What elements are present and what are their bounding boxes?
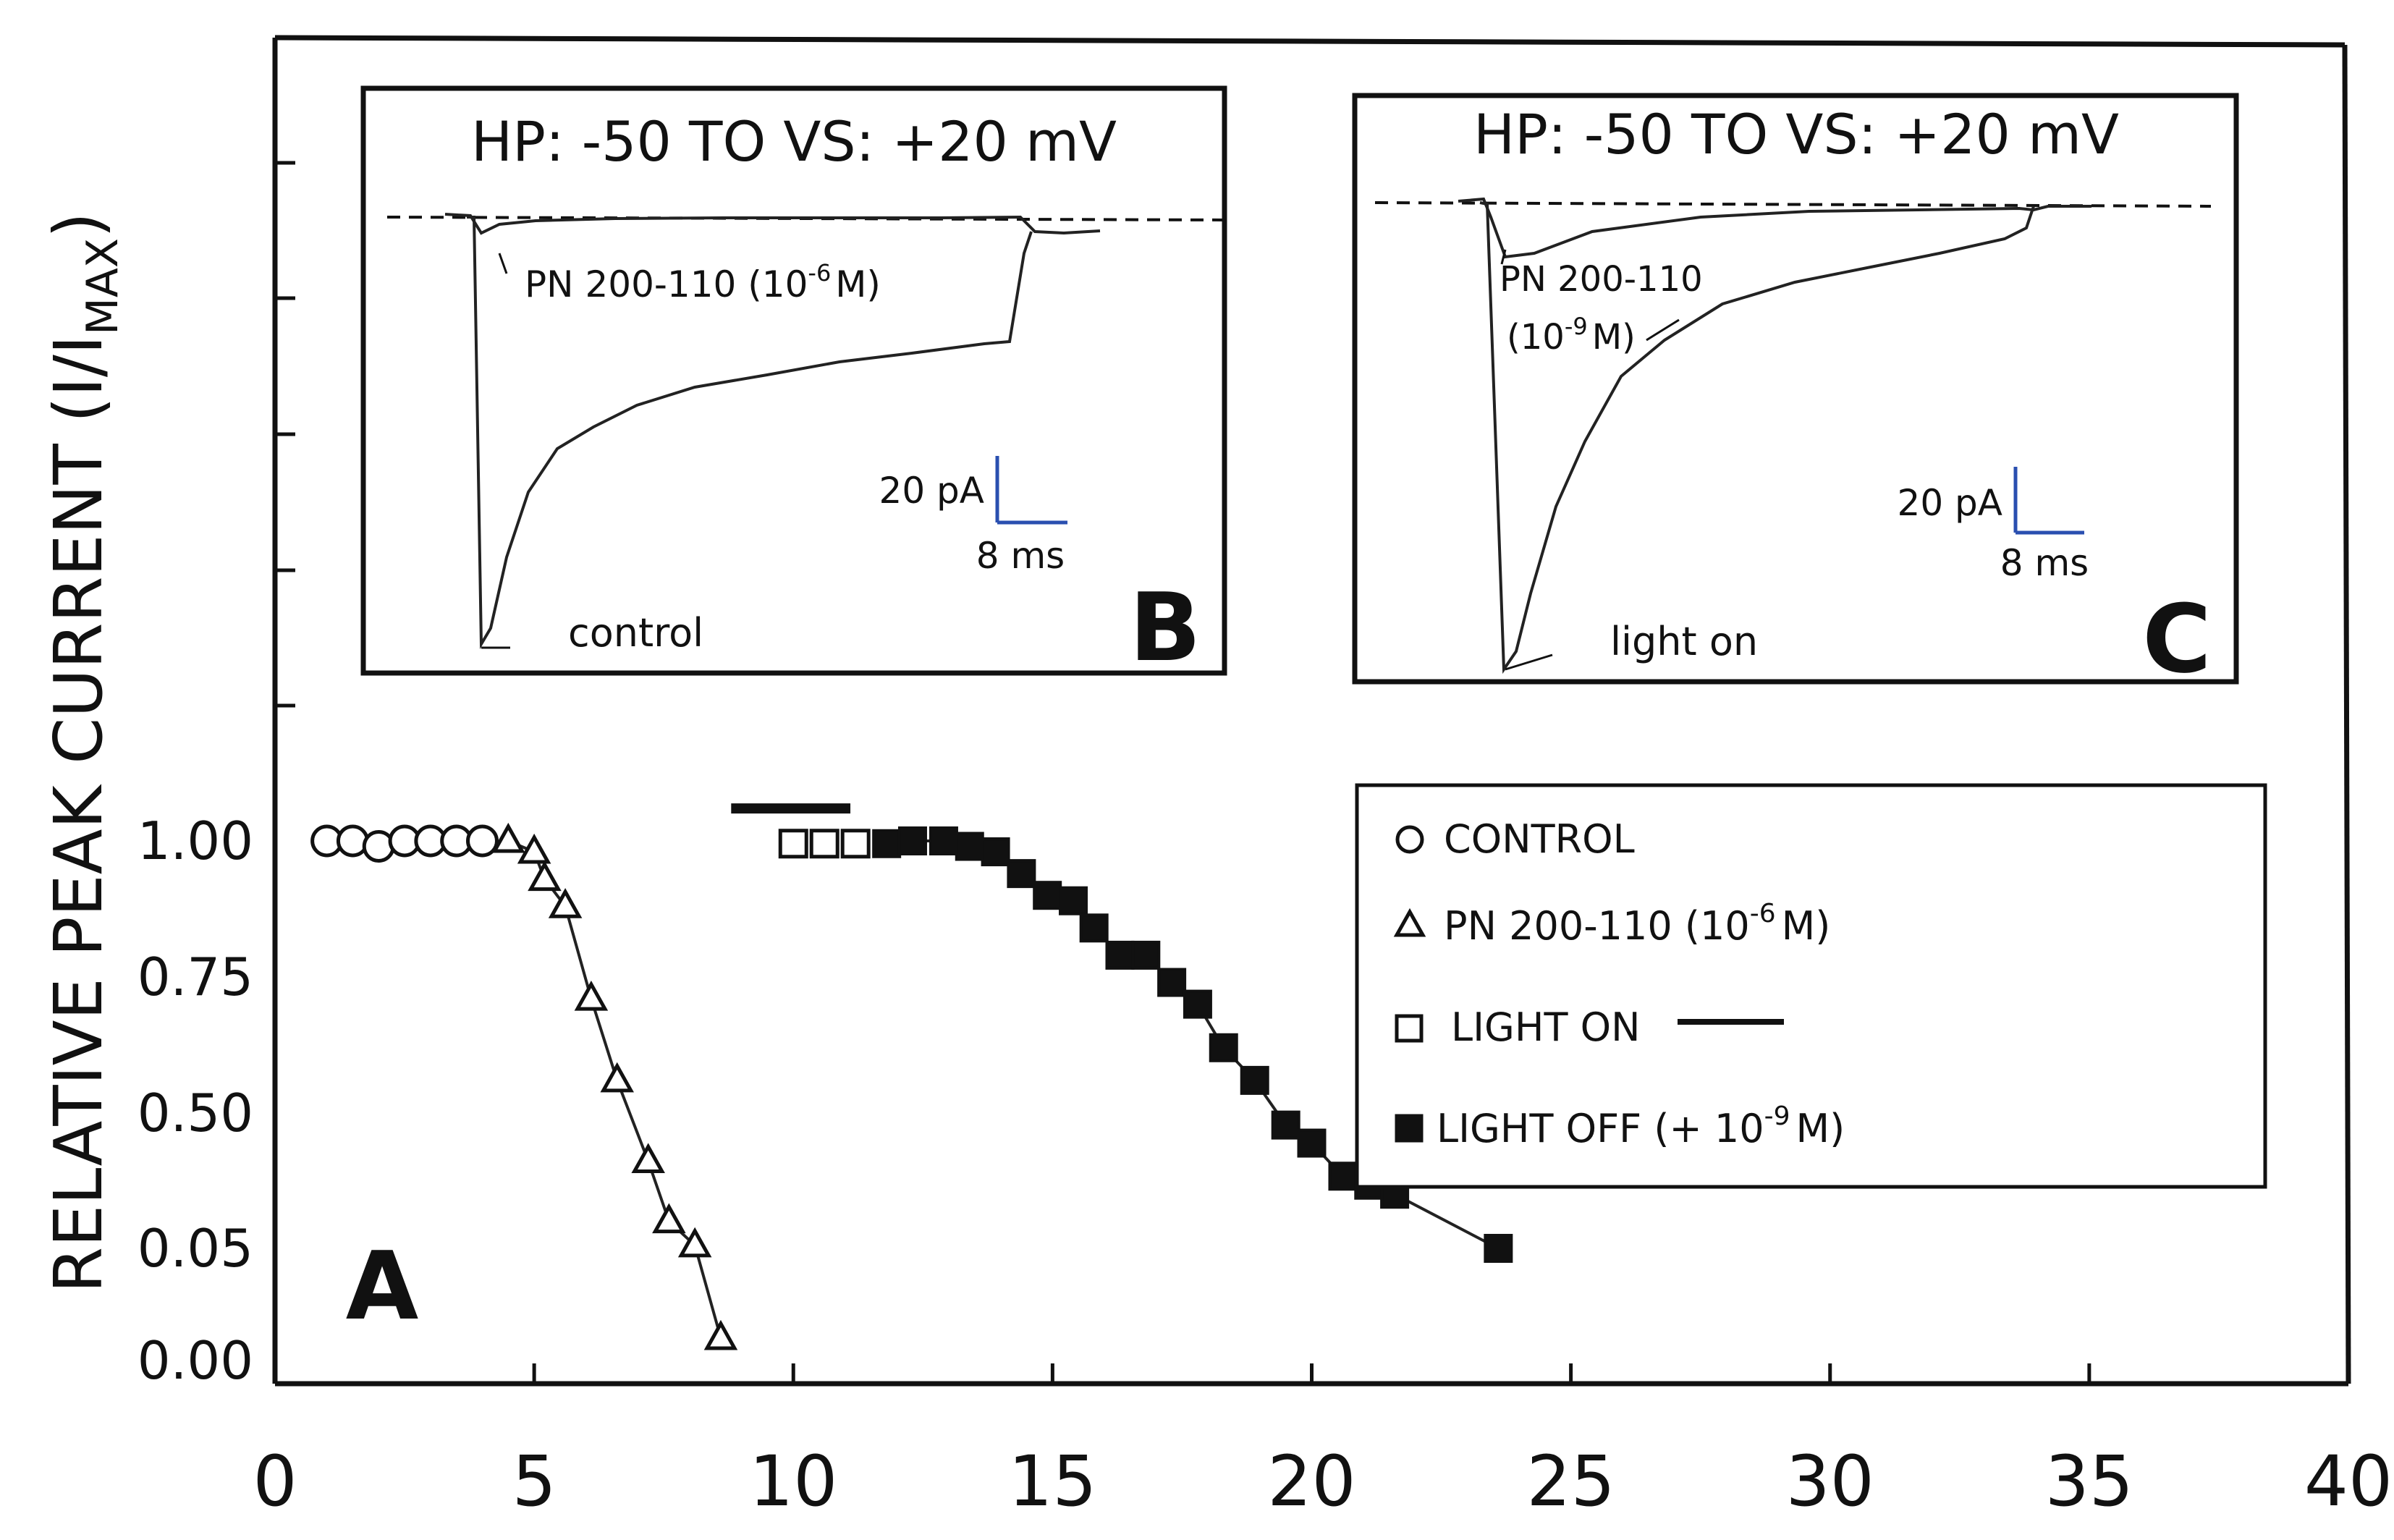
panel-label-c: C xyxy=(2142,584,2211,694)
inset-b-drug-pointer xyxy=(498,253,508,274)
inset-c-scale-current: 20 pA xyxy=(1898,482,2002,524)
data-point-light-off xyxy=(1033,881,1062,910)
x-tick-label: 35 xyxy=(2045,1441,2133,1522)
inset-b-drug-label: PN 200-110 (10-6 M) xyxy=(525,259,881,305)
data-point-pn xyxy=(491,822,525,853)
inset-b-scale-time: 8 ms xyxy=(976,535,1065,577)
data-point-light-off xyxy=(1240,1065,1269,1095)
inset-c-drug-label-pointer xyxy=(1646,318,1680,342)
inset-c-drug-label-line2: (10-9 M) xyxy=(1507,313,1636,358)
legend-square-icon xyxy=(1395,1014,1424,1043)
y-tick-label: 0.05 xyxy=(138,1218,253,1279)
y-tick-label: 0.50 xyxy=(138,1083,253,1143)
data-point-pn xyxy=(677,1227,712,1258)
data-point-light-off xyxy=(1105,940,1135,970)
inset-c-trace-label: light on xyxy=(1610,619,1758,664)
inset-c: HP: -50 TO VS: +20 mV PN 200-110 (10-9 M)… xyxy=(1352,93,2239,694)
data-point-light-off xyxy=(1328,1162,1358,1191)
x-tick-label: 20 xyxy=(1267,1441,1355,1522)
x-tick-label: 30 xyxy=(1786,1441,1874,1522)
inset-b-scale-bar xyxy=(995,456,1067,525)
data-point-light-off xyxy=(981,837,1010,867)
inset-c-drug-label-line1: PN 200-110 xyxy=(1500,259,1703,300)
x-tick-label: 10 xyxy=(749,1441,837,1522)
data-point-light-off xyxy=(1484,1234,1513,1263)
legend-triangle-icon xyxy=(1393,908,1426,937)
inset-c-drug-pointer xyxy=(1500,249,1507,265)
data-point-pn xyxy=(652,1203,686,1234)
panel-label-a: A xyxy=(346,1231,419,1341)
inset-b-scale-current: 20 pA xyxy=(879,470,984,512)
inset-b-control-trace xyxy=(467,216,1033,650)
series-markers xyxy=(310,822,1513,1350)
x-tick-label: 25 xyxy=(1527,1441,1615,1522)
legend: CONTROL PN 200-110 (10-6 M) LIGHT ON LIGH… xyxy=(1355,783,2267,1189)
inset-b: HP: -50 TO VS: +20 mV PN 200-110 (10-6 M)… xyxy=(360,85,1227,682)
inset-c-scale-time: 8 ms xyxy=(2000,542,2089,584)
legend-control-label: CONTROL xyxy=(1444,816,1635,862)
data-point-control xyxy=(336,824,369,858)
legend-filled-square-icon xyxy=(1395,1114,1424,1143)
data-point-pn xyxy=(528,860,562,892)
data-point-light-on xyxy=(809,829,839,859)
legend-light-on-label: LIGHT ON xyxy=(1451,1004,1641,1050)
data-point-pn xyxy=(548,888,583,918)
data-point-light-off xyxy=(1209,1033,1238,1062)
inset-b-frame xyxy=(360,85,1227,676)
data-point-light-on xyxy=(840,829,871,859)
x-tick-label: 5 xyxy=(512,1441,557,1522)
inset-b-trace-label: control xyxy=(568,610,703,656)
data-point-control xyxy=(362,830,395,863)
data-point-light-off xyxy=(872,829,902,858)
data-point-light-off xyxy=(1059,886,1088,915)
data-point-light-off xyxy=(1079,913,1109,943)
data-point-pn xyxy=(574,980,609,1011)
x-tick-label: 0 xyxy=(253,1441,297,1522)
inset-c-scale-bar xyxy=(2013,467,2084,535)
data-point-light-on xyxy=(778,829,808,859)
panel-label-b: B xyxy=(1129,572,1201,682)
inset-b-title: HP: -50 TO VS: +20 mV xyxy=(471,109,1117,174)
legend-circle-icon xyxy=(1395,825,1424,854)
inset-b-drug-exponent: -6 xyxy=(808,259,831,287)
y-tick-label: 0.00 xyxy=(138,1330,253,1391)
data-point-light-off xyxy=(929,826,958,855)
inset-c-frame xyxy=(1352,93,2239,685)
legend-pn-label: PN 200-110 (10-6 M) xyxy=(1444,899,1830,949)
legend-light-off-label: LIGHT OFF (+ 10-9 M) xyxy=(1437,1101,1845,1151)
y-axis-label-subscript: MAX xyxy=(77,238,128,335)
data-point-pn xyxy=(631,1143,665,1173)
inset-b-drug-trace xyxy=(444,213,1101,235)
upper-axis-ticks xyxy=(275,161,295,708)
x-tick-label: 15 xyxy=(1008,1441,1096,1522)
x-tick-label: 40 xyxy=(2304,1441,2393,1522)
inset-c-title: HP: -50 TO VS: +20 mV xyxy=(1473,102,2119,166)
series-line xyxy=(507,839,722,1339)
data-point-control xyxy=(466,824,499,858)
x-axis-ticks: 0 5 10 15 20 25 30 35 40 xyxy=(253,1363,2393,1522)
data-point-pn xyxy=(517,833,551,864)
data-point-light-off xyxy=(1007,859,1036,889)
data-point-pn xyxy=(703,1319,738,1350)
legend-box xyxy=(1355,783,2267,1189)
data-point-light-off xyxy=(897,826,927,855)
inset-c-light-trace xyxy=(1479,201,2035,674)
data-point-light-off xyxy=(1131,940,1161,970)
inset-c-drug-exponent: -9 xyxy=(1565,313,1588,340)
y-tick-label: 1.00 xyxy=(138,811,253,871)
data-point-light-off xyxy=(1297,1128,1327,1158)
data-point-light-off xyxy=(1271,1110,1300,1140)
data-point-pn xyxy=(600,1062,634,1093)
series-lines xyxy=(507,839,1500,1339)
y-axis-ticks: 1.00 0.75 0.50 0.05 0.00 xyxy=(138,811,253,1391)
y-axis-label: RELATIVE PEAK CURRENT (I/IMAX) xyxy=(40,212,128,1293)
inset-c-light-pointer xyxy=(1505,653,1553,671)
data-point-light-off xyxy=(955,832,984,861)
legend-pn-exponent: -6 xyxy=(1750,899,1776,928)
data-point-light-off xyxy=(1157,968,1187,997)
y-tick-label: 0.75 xyxy=(138,947,253,1007)
legend-light-off-exponent: -9 xyxy=(1764,1101,1790,1131)
data-point-light-off xyxy=(1183,989,1212,1019)
